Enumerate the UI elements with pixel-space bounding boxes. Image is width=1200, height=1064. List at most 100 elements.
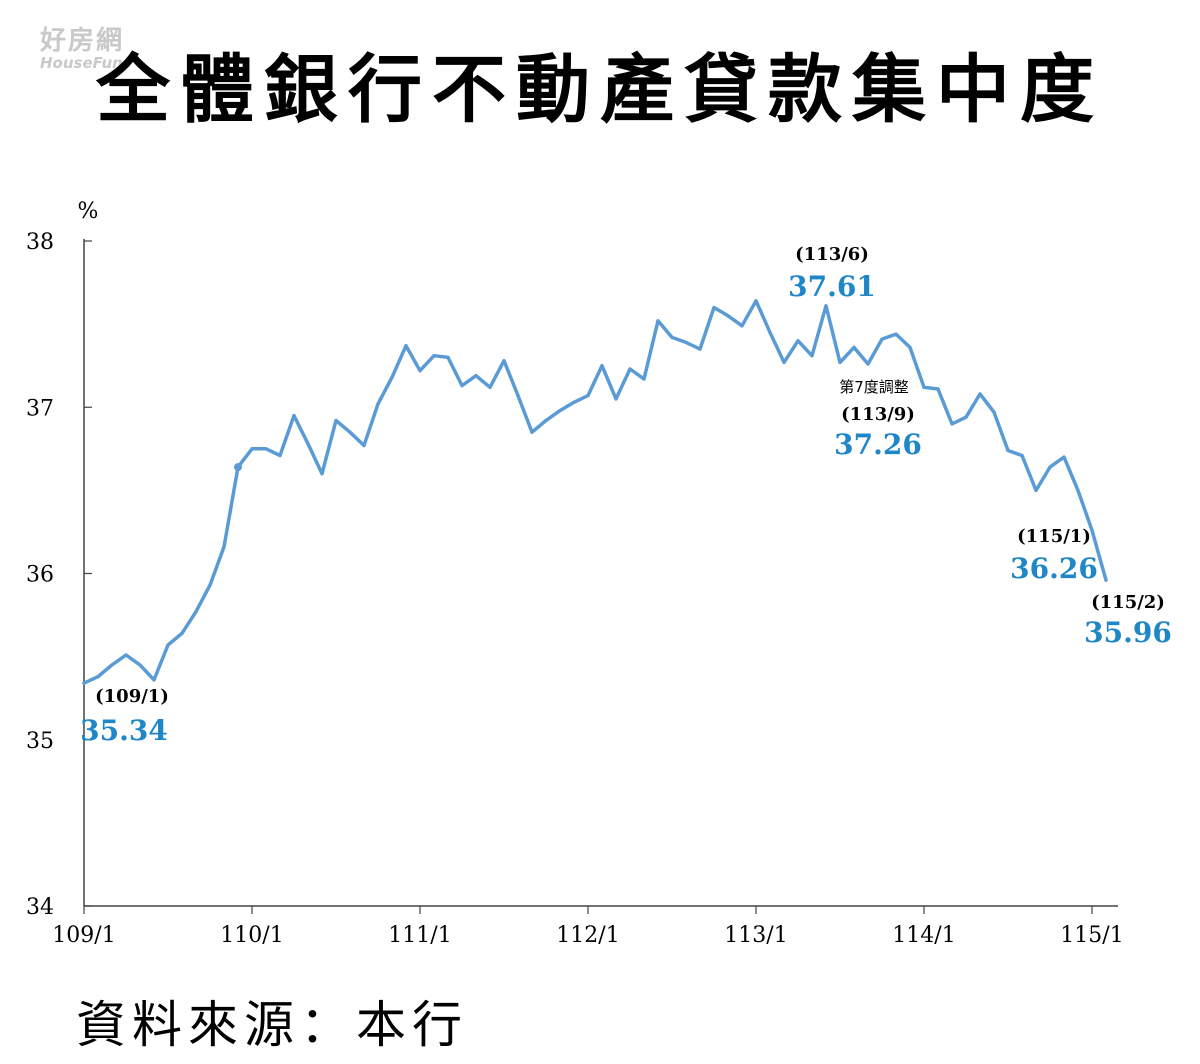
annotation-note: 第7度調整 [839,378,909,396]
data-point [460,384,464,388]
x-tick-label: 112/1 [556,923,619,948]
data-point [334,418,338,423]
data-point [1076,488,1080,492]
data-point [558,408,562,413]
data-point [446,355,450,359]
data-point [754,299,758,303]
data-point [810,354,814,358]
data-point [614,397,618,401]
data-marker [234,463,242,472]
annotation-value: 35.96 [1084,616,1172,649]
data-point [740,324,744,328]
data-point [474,374,478,378]
data-point [922,385,926,389]
data-point [138,663,142,667]
data-point [320,472,324,476]
data-point [670,335,674,340]
data-point [516,394,520,398]
data-point [166,643,170,647]
annotation-date: (113/9) [841,404,915,425]
data-point [950,422,954,426]
data-point [712,305,716,310]
x-tick-label: 113/1 [724,923,787,948]
data-point [194,610,198,614]
x-tick-label: 111/1 [388,923,451,948]
data-point [824,304,828,308]
data-point [656,319,660,323]
data-point [348,430,352,434]
data-point [1062,455,1066,459]
data-point [1006,448,1010,453]
data-point [110,663,114,667]
data-point [642,377,646,381]
y-tick-label: 35 [26,729,54,754]
data-point [992,410,996,414]
watermark-cn: 好房網 [40,26,125,56]
data-point [1034,488,1038,492]
data-point [782,360,786,364]
data-point [432,354,436,358]
x-tick-label: 109/1 [52,923,115,948]
data-point [404,344,408,348]
data-point [376,402,380,406]
annotation-date: (115/2) [1091,592,1165,613]
data-point [1104,578,1108,582]
data-point [964,415,968,419]
data-point [390,375,394,379]
data-point [278,453,282,458]
data-point [152,678,156,682]
y-tick-label: 34 [26,895,54,920]
data-point [726,314,730,318]
data-point [222,545,226,549]
data-point [880,337,884,341]
data-point [530,430,534,434]
chart-title: 全體銀行不動產貸款集中度 [96,47,1104,133]
data-point [488,385,492,389]
y-axis-label: % [78,199,99,224]
data-point [572,400,576,404]
data-point [684,340,688,345]
data-point [1020,453,1024,458]
annotation-date: (113/6) [795,244,869,265]
data-point [418,369,422,373]
data-point [698,347,702,351]
data-point [796,339,800,343]
data-point [628,367,632,371]
data-point [894,332,898,336]
data-point [544,418,548,423]
data-point [866,362,870,366]
data-point [978,392,982,396]
data-point [208,583,212,587]
source-note: 資料來源：本行 [76,996,468,1054]
watermark-en: HouseFun [40,54,123,72]
data-point [936,387,940,391]
data-point [586,394,590,398]
data-point [362,443,366,448]
data-point [96,674,100,679]
data-point [250,447,254,451]
data-point [292,413,296,418]
data-point [908,345,912,349]
data-point [82,681,86,685]
watermark-logo: 好房網 HouseFun [40,28,124,71]
y-tick-label: 37 [26,396,54,421]
data-point [1048,465,1052,469]
x-tick-label: 115/1 [1060,923,1123,948]
annotation-value: 37.61 [788,270,876,303]
x-tick-label: 110/1 [220,923,283,948]
data-point [600,364,604,368]
data-point [838,360,842,364]
x-tick-label: 114/1 [892,923,955,948]
annotation-date: (115/1) [1017,526,1091,547]
annotation-value: 36.26 [1010,552,1098,585]
data-point [124,653,128,657]
data-point [306,442,310,446]
data-point [768,330,772,335]
annotation-value: 35.34 [80,714,168,747]
data-point [180,631,184,635]
data-point [852,345,856,349]
data-point [264,447,268,451]
annotation-value: 37.26 [834,428,922,461]
annotation-date: (109/1) [95,686,169,707]
